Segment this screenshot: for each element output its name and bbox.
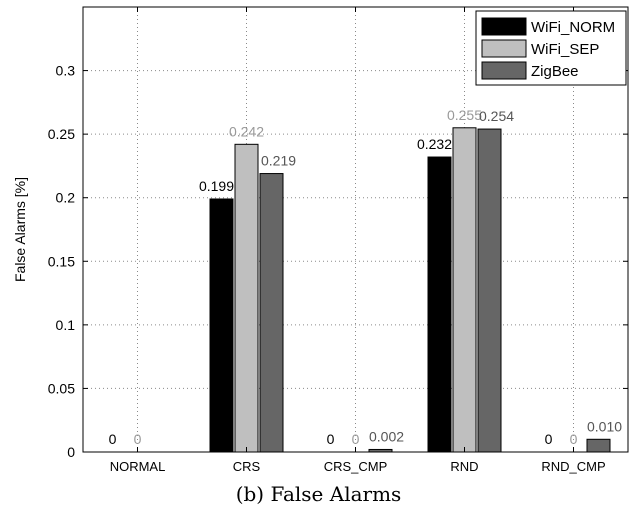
legend-swatch (481, 61, 527, 80)
data-label: 0.219 (261, 153, 296, 169)
y-tick-label: 0.05 (48, 380, 75, 396)
x-tick-label: RND (450, 459, 478, 474)
bars-layer (209, 127, 611, 453)
y-tick-label: 0.2 (56, 190, 76, 206)
y-axis-label: False Alarms [%] (12, 177, 28, 282)
bar-wifi-norm (209, 198, 234, 453)
data-label: 0 (352, 431, 360, 447)
data-label: 0.255 (447, 107, 482, 123)
legend-swatch (481, 39, 527, 58)
legend-label: ZigBee (531, 63, 579, 80)
data-label: 0.199 (199, 178, 234, 194)
y-tick-label: 0.3 (56, 63, 76, 79)
data-label: 0.254 (479, 108, 514, 124)
bar-wifi-sep (234, 143, 259, 453)
data-label: 0 (545, 431, 553, 447)
data-label: 0.002 (369, 428, 404, 444)
x-tick-label: RND_CMP (541, 459, 605, 474)
y-tick-label: 0.15 (48, 253, 75, 269)
bar-zigbee (586, 438, 611, 453)
figure-caption: (b) False Alarms (235, 482, 402, 506)
data-label: 0.232 (417, 136, 452, 152)
axis-layer: 0 0.05 0.1 0.15 0.2 0.25 0.3 NORMAL CRS CRS_CMP RN… (48, 7, 628, 474)
bar-zigbee (259, 173, 284, 453)
data-label: 0.010 (587, 418, 622, 434)
y-tick-label: 0 (67, 444, 75, 460)
legend-swatch (481, 17, 527, 36)
bar-wifi-norm (427, 156, 452, 453)
data-label: 0 (134, 431, 142, 447)
grid-layer (83, 7, 628, 452)
legend-label: WiFi_SEP (531, 41, 599, 58)
y-tick-label: 0.1 (56, 317, 76, 333)
legend: WiFi_NORM WiFi_SEP ZigBee (475, 10, 627, 86)
data-label: 0 (327, 431, 335, 447)
data-label: 0 (570, 431, 578, 447)
legend-label: WiFi_NORM (531, 19, 615, 36)
x-tick-label: NORMAL (110, 459, 166, 474)
y-tick-label: 0.25 (48, 126, 75, 142)
x-tick-label: CRS_CMP (324, 459, 388, 474)
bar-wifi-sep (452, 127, 477, 453)
data-label: 0 (109, 431, 117, 447)
bar-zigbee (477, 128, 502, 453)
x-tick-label: CRS (233, 459, 261, 474)
data-label: 0.242 (229, 123, 264, 139)
